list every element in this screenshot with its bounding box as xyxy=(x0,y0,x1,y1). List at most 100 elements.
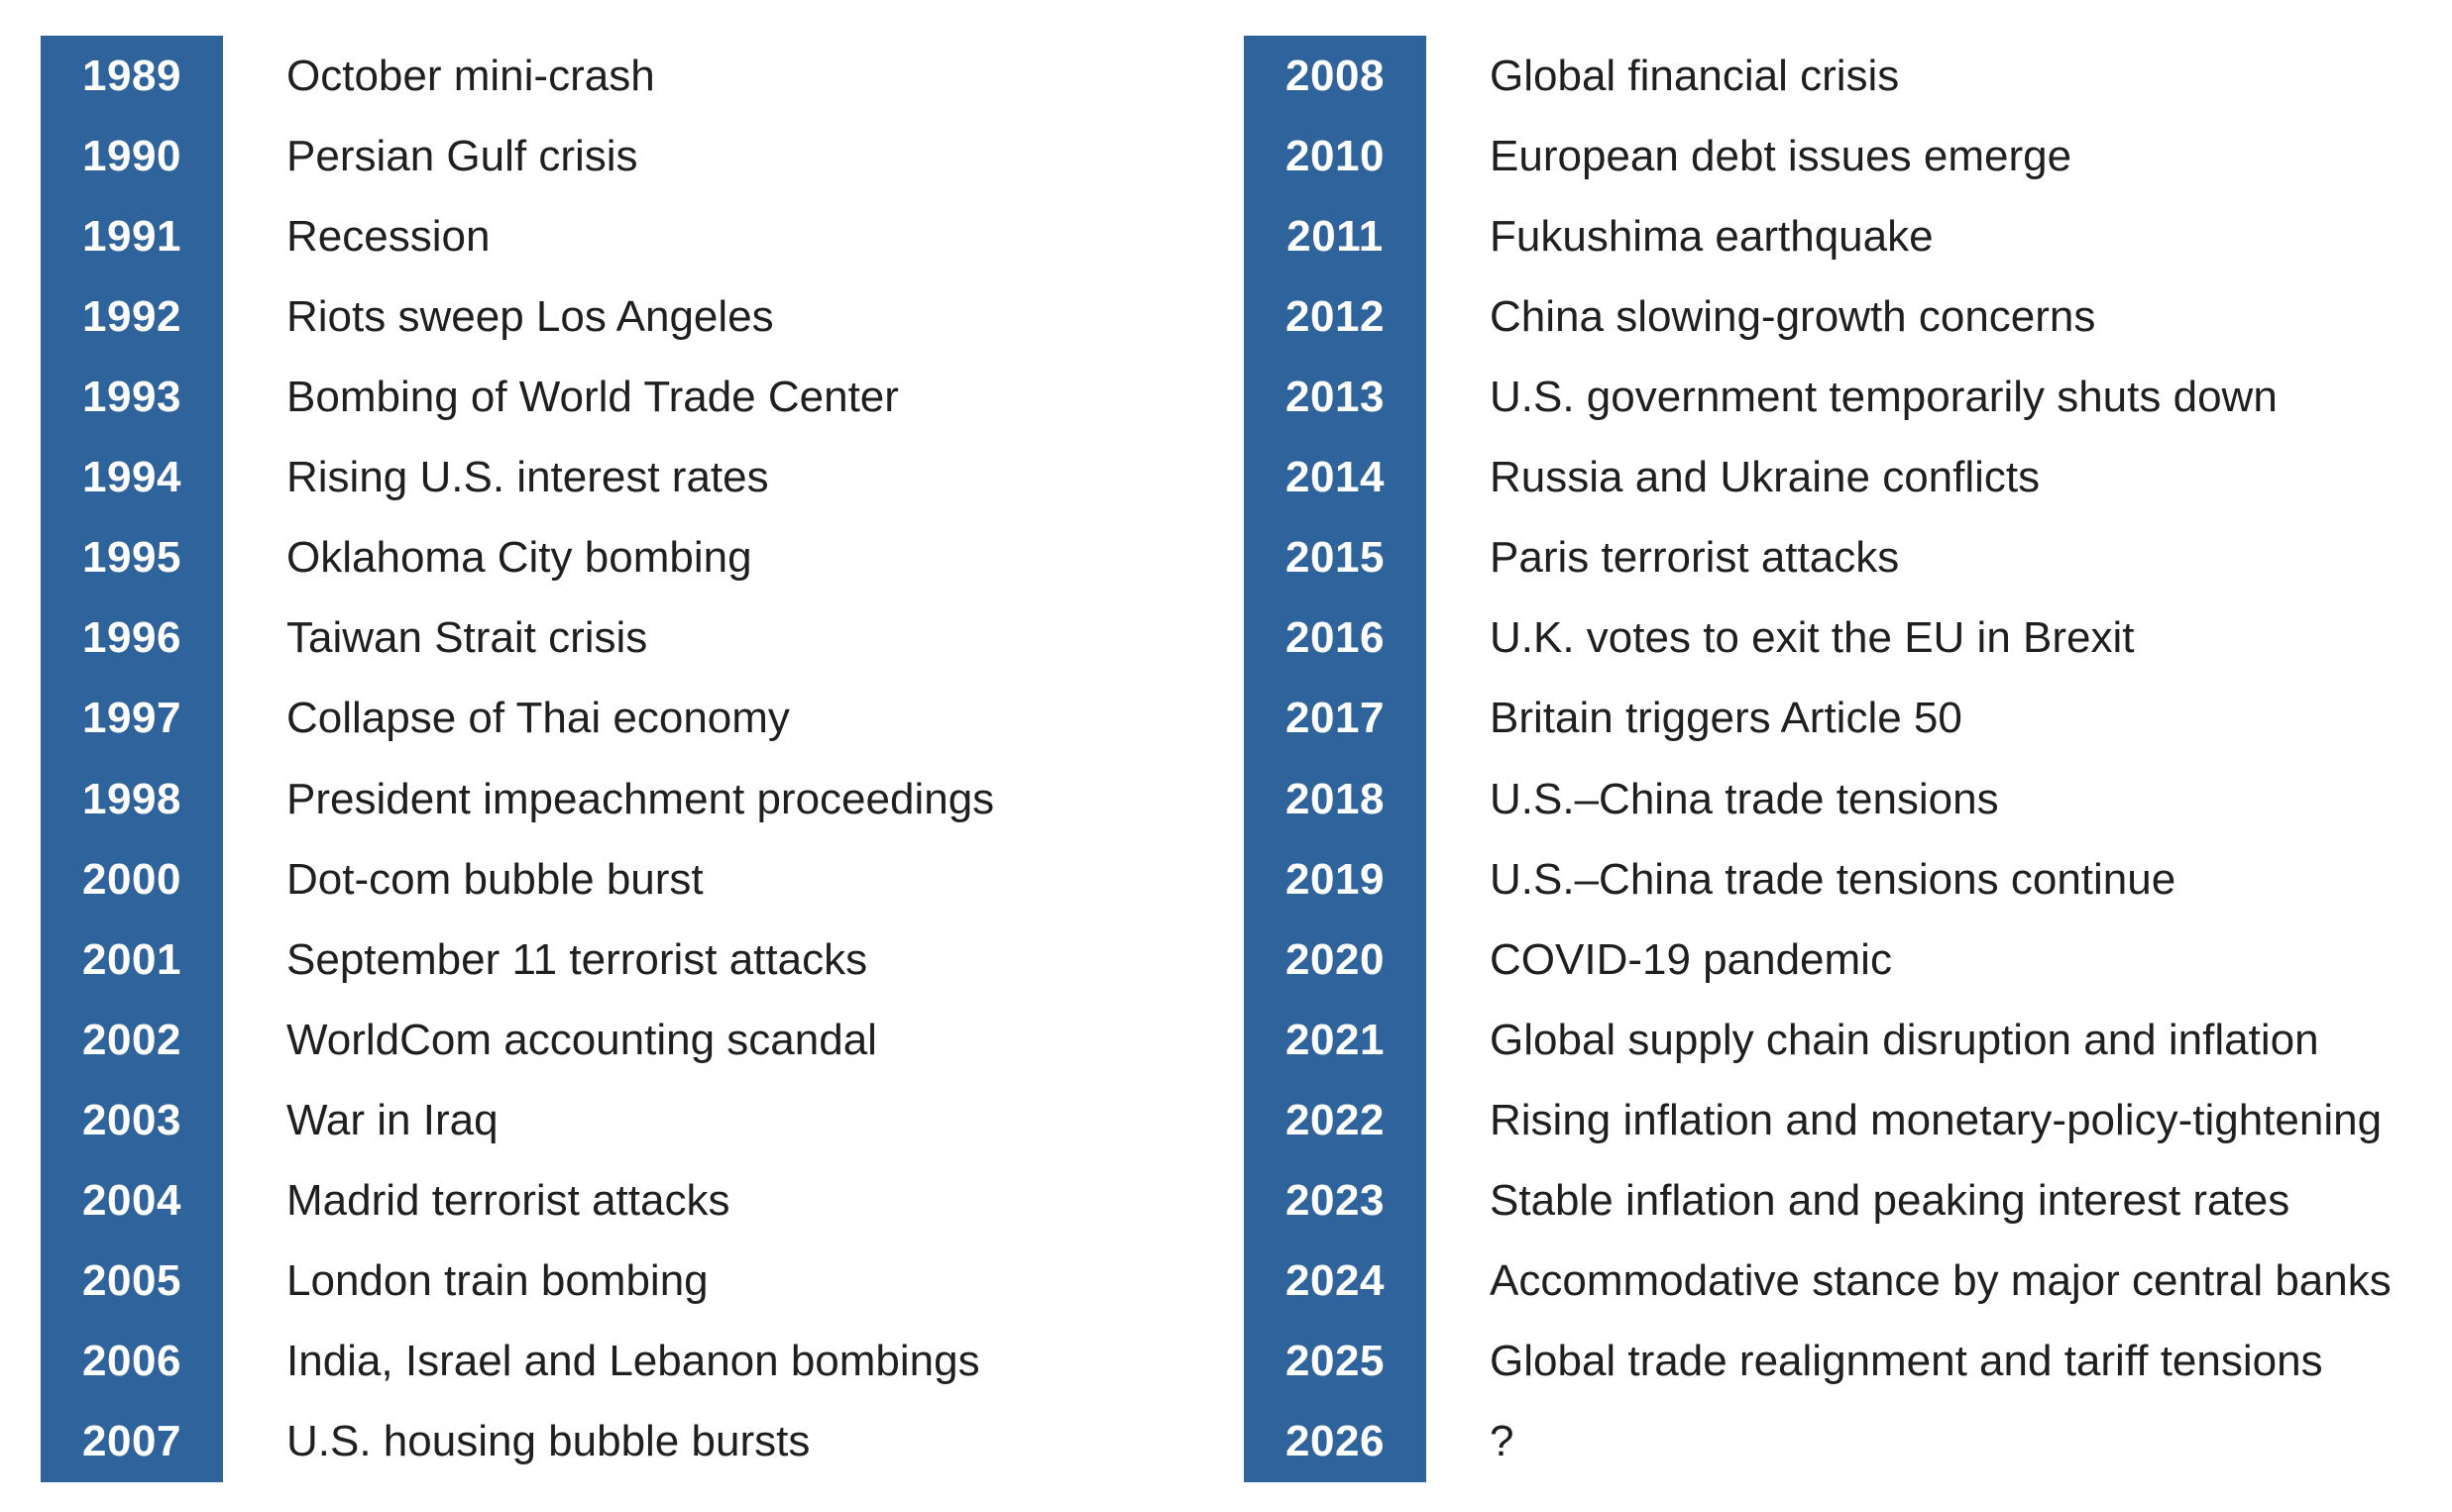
timeline-row: 2008 Global financial crisis xyxy=(1244,36,2443,116)
timeline-row: 2020 COVID-19 pandemic xyxy=(1244,919,2443,1000)
event-label: U.S. housing bubble bursts xyxy=(286,1417,811,1466)
event-label: China slowing-growth concerns xyxy=(1490,291,2096,341)
event-label: Persian Gulf crisis xyxy=(286,131,638,180)
event-label: Bombing of World Trade Center xyxy=(286,372,899,421)
timeline-row: 2014 Russia and Ukraine conflicts xyxy=(1244,438,2443,518)
event-label: Rising U.S. interest rates xyxy=(286,453,769,502)
year-label: 2016 xyxy=(1285,613,1385,663)
event-label: Global trade realignment and tariff tens… xyxy=(1490,1337,2323,1386)
timeline-row: 1991 Recession xyxy=(41,196,1180,276)
event-label: COVID-19 pandemic xyxy=(1490,934,1892,984)
year-bar-right xyxy=(1244,36,1426,1482)
event-label: Madrid terrorist attacks xyxy=(286,1176,730,1226)
timeline-row: 2016 U.K. votes to exit the EU in Brexit xyxy=(1244,598,2443,679)
timeline-row: 2003 War in Iraq xyxy=(41,1080,1180,1160)
year-label: 2000 xyxy=(82,854,181,904)
timeline-row: 2011 Fukushima earthquake xyxy=(1244,196,2443,276)
event-label: Paris terrorist attacks xyxy=(1490,533,1900,583)
year-label: 1996 xyxy=(82,613,181,663)
timeline-row: 2025 Global trade realignment and tariff … xyxy=(1244,1322,2443,1402)
event-label: Fukushima earthquake xyxy=(1490,211,1934,261)
event-label: President impeachment proceedings xyxy=(286,774,995,823)
timeline-row: 2017 Britain triggers Article 50 xyxy=(1244,679,2443,759)
year-label: 1989 xyxy=(82,51,181,100)
year-label: 2007 xyxy=(82,1417,181,1466)
year-label: 2005 xyxy=(82,1256,181,1306)
event-label: Global financial crisis xyxy=(1490,51,1900,100)
year-label: 2010 xyxy=(1285,131,1385,180)
year-label: 2006 xyxy=(82,1337,181,1386)
timeline-row: 2015 Paris terrorist attacks xyxy=(1244,518,2443,598)
year-label: 2008 xyxy=(1285,51,1385,100)
event-label: U.K. votes to exit the EU in Brexit xyxy=(1490,613,2135,663)
year-label: 2012 xyxy=(1285,291,1385,341)
timeline-row: 2013 U.S. government temporarily shuts do… xyxy=(1244,357,2443,437)
event-label: ? xyxy=(1490,1417,1514,1466)
year-label: 1992 xyxy=(82,291,181,341)
year-label: 1997 xyxy=(82,694,181,743)
timeline-row: 2024 Accommodative stance by major centra… xyxy=(1244,1242,2443,1322)
event-label: Rising inflation and monetary-policy-tig… xyxy=(1490,1095,2383,1144)
year-label: 1993 xyxy=(82,372,181,421)
year-label: 2013 xyxy=(1285,372,1385,421)
timeline-row: 2010 European debt issues emerge xyxy=(1244,116,2443,196)
event-label: Riots sweep Los Angeles xyxy=(286,291,774,341)
year-label: 2020 xyxy=(1285,934,1385,984)
event-label: U.S.–China trade tensions continue xyxy=(1490,854,2176,904)
timeline-row: 2023 Stable inflation and peaking interes… xyxy=(1244,1161,2443,1242)
year-label: 2023 xyxy=(1285,1176,1385,1226)
year-label: 1995 xyxy=(82,533,181,583)
event-label: War in Iraq xyxy=(286,1095,499,1144)
year-label: 1991 xyxy=(82,211,181,261)
year-label: 1990 xyxy=(82,131,181,180)
event-label: Recession xyxy=(286,211,491,261)
year-label: 2018 xyxy=(1285,774,1385,823)
timeline-row: 1994 Rising U.S. interest rates xyxy=(41,438,1180,518)
event-label: September 11 terrorist attacks xyxy=(286,934,868,984)
event-label: Collapse of Thai economy xyxy=(286,694,790,743)
event-label: Russia and Ukraine conflicts xyxy=(1490,453,2041,502)
event-label: London train bombing xyxy=(286,1256,709,1306)
year-label: 2022 xyxy=(1285,1095,1385,1144)
event-label: October mini-crash xyxy=(286,51,655,100)
event-label: Accommodative stance by major central ba… xyxy=(1490,1256,2392,1306)
event-label: Global supply chain disruption and infla… xyxy=(1490,1015,2319,1064)
timeline-row: 1989 October mini-crash xyxy=(41,36,1180,116)
event-label: Oklahoma City bombing xyxy=(286,533,752,583)
timeline-row: 2022 Rising inflation and monetary-policy… xyxy=(1244,1080,2443,1160)
year-label: 2021 xyxy=(1285,1015,1385,1064)
year-label: 2024 xyxy=(1285,1256,1385,1306)
year-label: 2015 xyxy=(1285,533,1385,583)
year-label: 2011 xyxy=(1286,211,1384,261)
year-label: 2025 xyxy=(1285,1337,1385,1386)
timeline-column-left: 1989 October mini-crash 1990 Persian Gulf … xyxy=(41,36,1180,1482)
timeline-column-right: 2008 Global financial crisis 2010 European… xyxy=(1244,36,2443,1482)
event-label: WorldCom accounting scandal xyxy=(286,1015,877,1064)
year-label: 2001 xyxy=(82,934,181,984)
year-label: 2002 xyxy=(82,1015,181,1064)
year-label: 2017 xyxy=(1285,694,1385,743)
timeline-row: 1995 Oklahoma City bombing xyxy=(41,518,1180,598)
timeline-row: 2007 U.S. housing bubble bursts xyxy=(41,1402,1180,1482)
timeline-row: 2021 Global supply chain disruption and i… xyxy=(1244,1000,2443,1080)
year-label: 2019 xyxy=(1285,854,1385,904)
timeline-row: 2026? xyxy=(1244,1402,2443,1482)
event-label: Dot-com bubble burst xyxy=(286,854,704,904)
timeline-row: 1996 Taiwan Strait crisis xyxy=(41,598,1180,679)
timeline-row: 1990 Persian Gulf crisis xyxy=(41,116,1180,196)
timeline-row: 2005 London train bombing xyxy=(41,1242,1180,1322)
timeline-row: 2000 Dot-com bubble burst xyxy=(41,839,1180,919)
event-label: Taiwan Strait crisis xyxy=(286,613,648,663)
timeline-row: 2001 September 11 terrorist attacks xyxy=(41,919,1180,1000)
year-label: 2026 xyxy=(1285,1417,1385,1466)
year-bar-left xyxy=(41,36,223,1482)
event-label: U.S. government temporarily shuts down xyxy=(1490,372,2278,421)
timeline-row: 1993 Bombing of World Trade Center xyxy=(41,357,1180,437)
year-label: 2004 xyxy=(82,1176,181,1226)
timeline-row: 2012 China slowing-growth concerns xyxy=(1244,276,2443,357)
event-label: U.S.–China trade tensions xyxy=(1490,774,1999,823)
timeline-row: 2006 India, Israel and Lebanon bombings xyxy=(41,1322,1180,1402)
event-label: India, Israel and Lebanon bombings xyxy=(286,1337,980,1386)
event-label: Stable inflation and peaking interest ra… xyxy=(1490,1176,2290,1226)
year-label: 1998 xyxy=(82,774,181,823)
